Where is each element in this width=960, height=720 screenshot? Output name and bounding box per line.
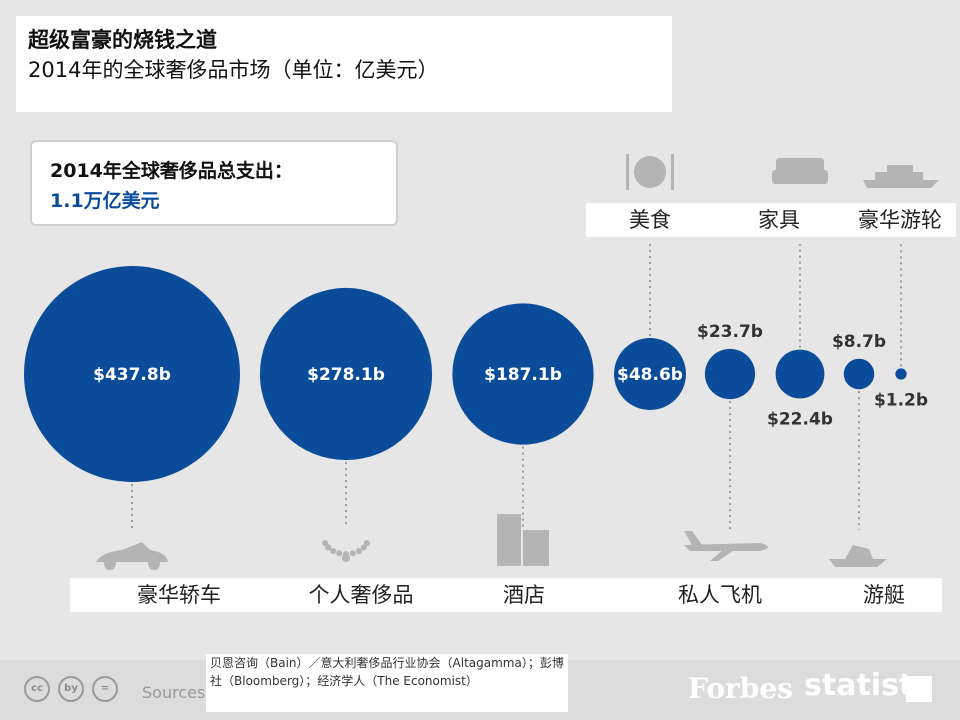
value-label-furniture: $22.4b — [767, 409, 833, 429]
total-spending-value: 1.1万亿美元 — [50, 190, 160, 212]
category-label-luxury-cars: 豪华轿车 — [70, 578, 288, 612]
value-label-fine-food: $48.6b — [617, 365, 683, 385]
title-panel: 超级富豪的烧钱之道 2014年的全球奢侈品市场（单位：亿美元） — [16, 16, 672, 112]
bubble-hotels — [452, 303, 594, 445]
plate-cutlery-icon — [626, 154, 674, 190]
category-label-hotels: 酒店 — [434, 578, 614, 612]
total-spending-box: 2014年全球奢侈品总支出： 1.1万亿美元 — [30, 140, 398, 226]
necklace-icon — [322, 539, 370, 562]
category-label-yachts: 游艇 — [826, 578, 942, 612]
bubble-private-jets — [704, 348, 756, 400]
bubble-personal-luxury-goods — [259, 287, 433, 461]
chart-subtitle: 2014年的全球奢侈品市场（单位：亿美元） — [28, 58, 439, 82]
sources-label: Sources: — [142, 683, 211, 702]
category-label-personal-luxury-goods: 个人奢侈品 — [288, 578, 434, 612]
bubble-luxury-cruises — [895, 368, 907, 380]
bubble-fine-food — [614, 338, 686, 410]
attribution-icon[interactable]: by — [58, 676, 84, 702]
total-spending-label: 2014年全球奢侈品总支出： — [50, 160, 293, 182]
value-label-luxury-cars: $437.8b — [93, 365, 171, 385]
value-label-private-jets: $23.7b — [697, 322, 763, 342]
hotel-building-icon — [497, 514, 549, 566]
category-label-fine-food: 美食 — [586, 203, 714, 237]
category-label-luxury-cruises: 豪华游轮 — [844, 203, 956, 237]
statista-mark-icon — [906, 676, 932, 702]
bubble-chart: $437.8b $278.1b $187.1b $48.6b $23.7b $22.4b $… — [24, 154, 939, 570]
value-label-yachts: $8.7b — [832, 332, 886, 352]
no-derivatives-icon[interactable]: = — [92, 676, 118, 702]
value-label-hotels: $187.1b — [484, 365, 562, 385]
sofa-icon — [772, 158, 828, 184]
value-label-personal-luxury-goods: $278.1b — [307, 365, 385, 385]
value-label-luxury-cruises: $1.2b — [874, 391, 928, 411]
private-jet-icon — [684, 531, 768, 561]
bubble-luxury-cars — [24, 266, 240, 482]
creative-commons-icon[interactable]: cc — [24, 676, 50, 702]
bubble-yachts — [843, 358, 875, 390]
chart-title: 超级富豪的烧钱之道 — [28, 28, 217, 52]
category-label-furniture: 家具 — [714, 203, 844, 237]
cruise-ship-icon — [863, 165, 939, 188]
forbes-logo: Forbes — [688, 672, 793, 705]
bubble-furniture — [775, 349, 825, 399]
car-icon — [96, 542, 168, 570]
sources-text: 贝恩咨询（Bain）／意大利奢侈品行业协会（Altagamma）；彭博社（Blo… — [206, 654, 568, 712]
category-label-private-jets: 私人飞机 — [614, 578, 826, 612]
yacht-icon — [829, 545, 887, 567]
